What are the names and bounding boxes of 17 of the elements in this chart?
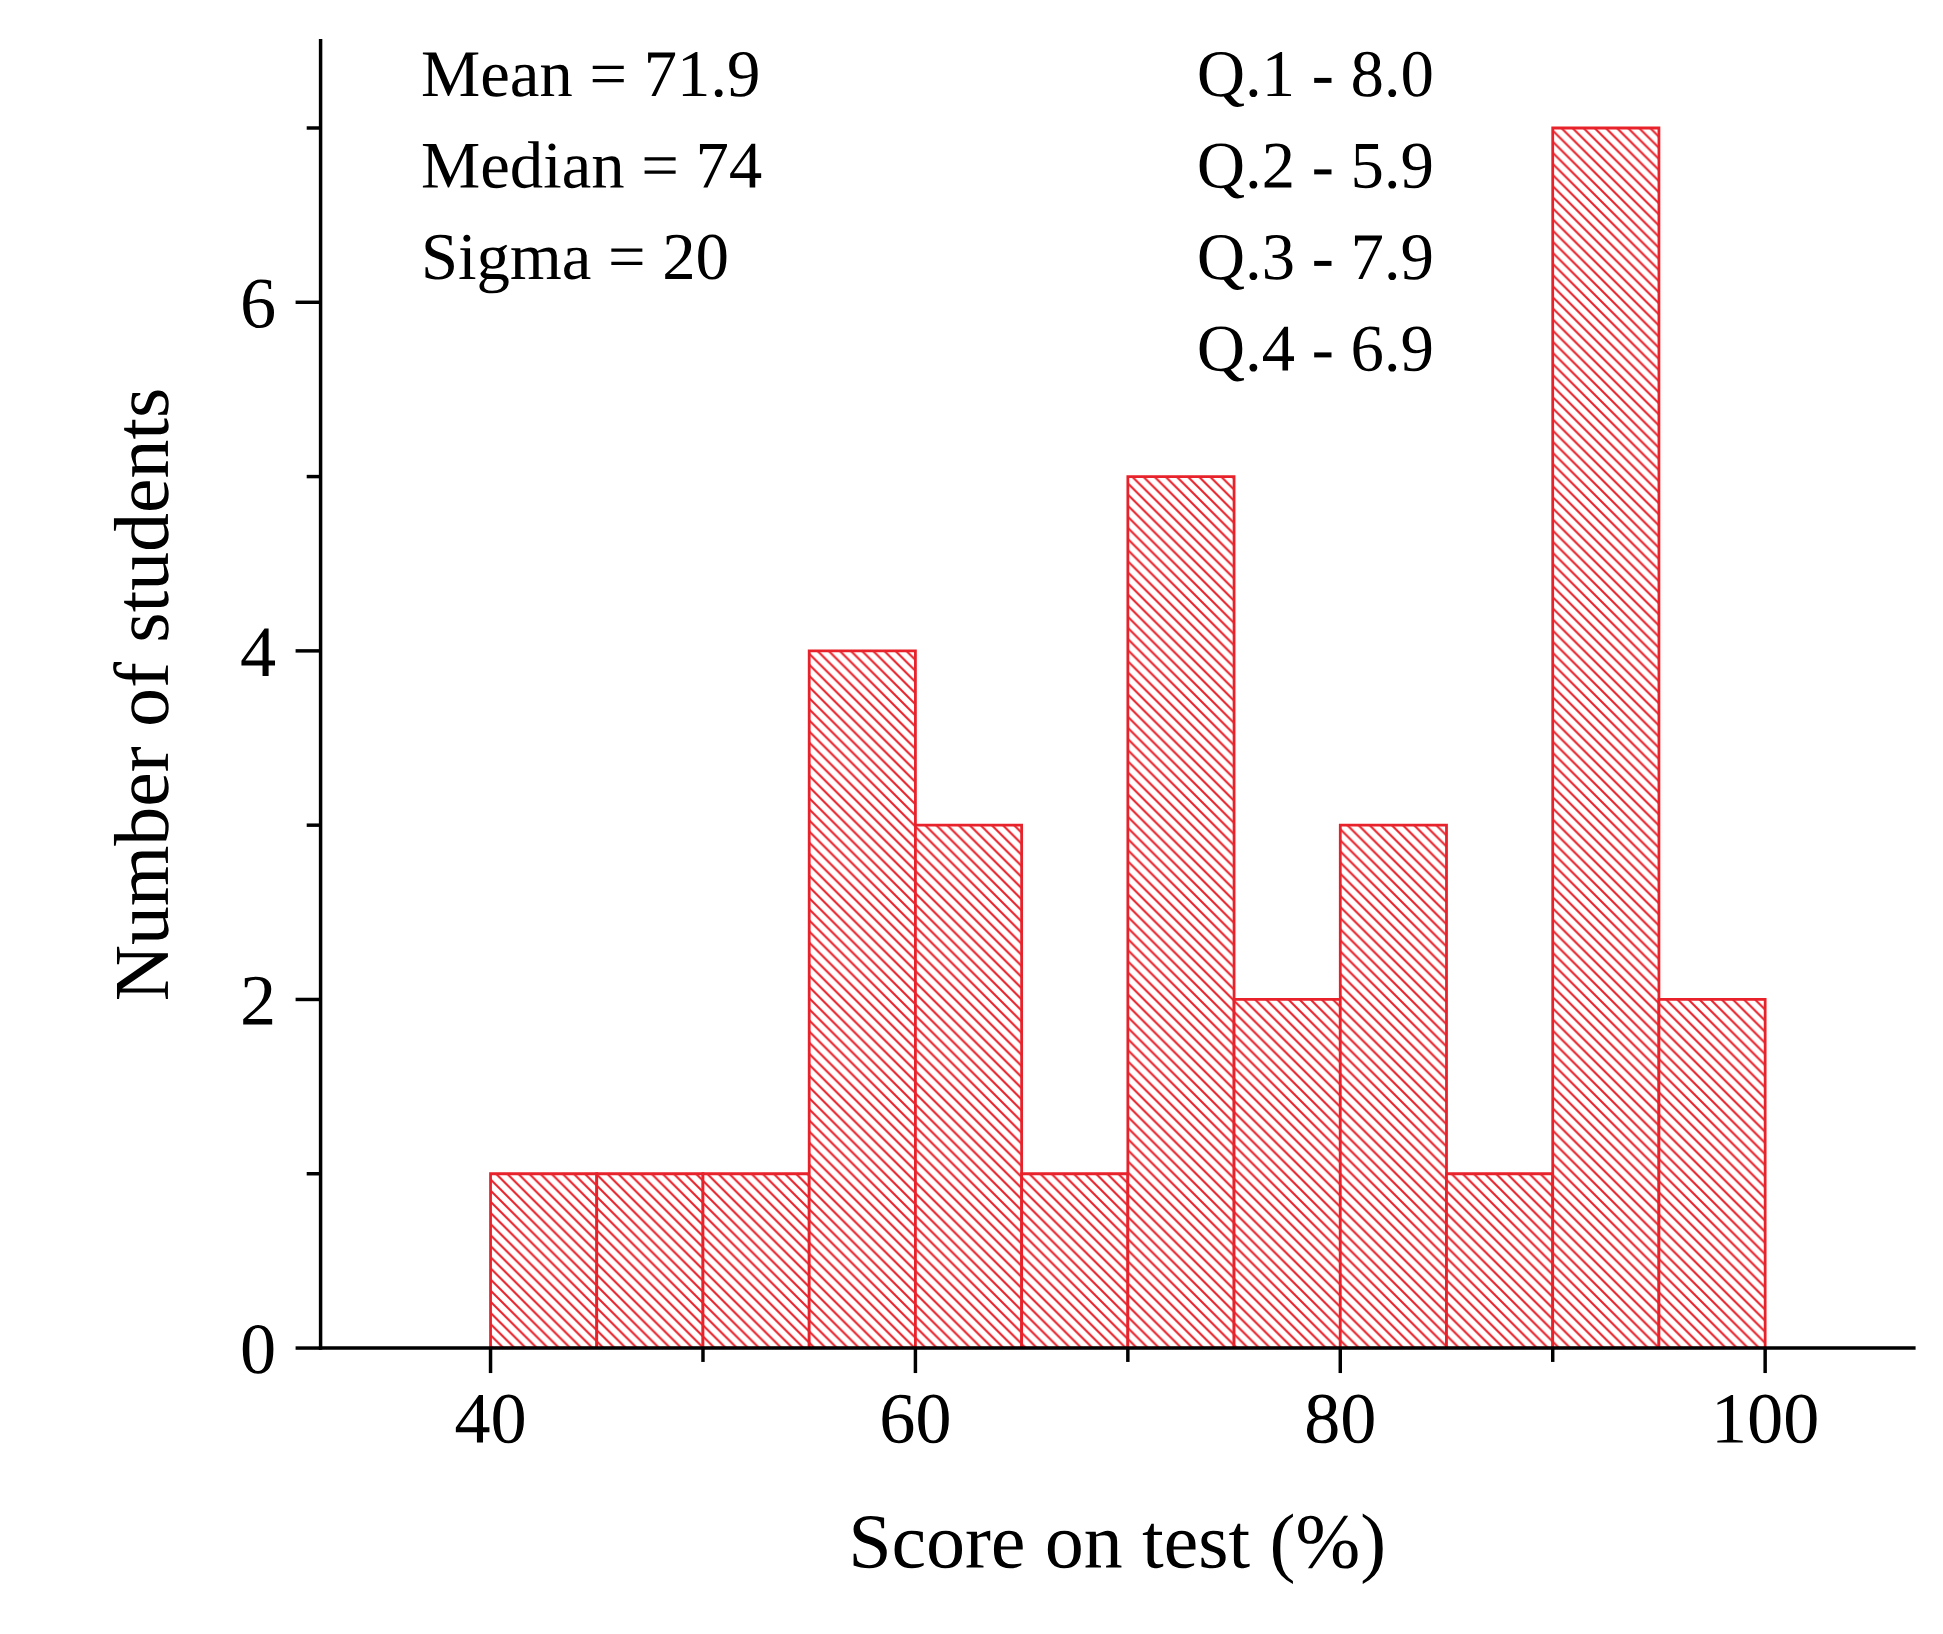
x-tick-label: 100 bbox=[1717, 1394, 1817, 1444]
x-tick-label: 40 bbox=[455, 1394, 524, 1444]
annotation: Q.3 - 7.9 bbox=[1199, 234, 1432, 290]
annotation: Mean = 71.9 bbox=[422, 51, 758, 98]
x-tick-label: 80 bbox=[1306, 1394, 1374, 1444]
annotation: Sigma = 20 bbox=[425, 234, 727, 294]
annotation: Median = 74 bbox=[422, 141, 762, 189]
y-tick-label: 0 bbox=[242, 1325, 274, 1374]
y-tick-label: 2 bbox=[243, 976, 273, 1025]
x-tick-label: 60 bbox=[882, 1394, 949, 1444]
annotation: Q.1 - 8.0 bbox=[1199, 51, 1432, 107]
x-axis-title: Score on test (%) bbox=[853, 1513, 1383, 1585]
annotation: Q.2 - 5.9 bbox=[1199, 143, 1432, 199]
y-axis-title: Number of students bbox=[113, 390, 169, 999]
y-tick-label: 6 bbox=[243, 279, 274, 329]
annotation: Q.4 - 6.9 bbox=[1199, 326, 1432, 382]
y-tick-label: 4 bbox=[241, 628, 276, 676]
